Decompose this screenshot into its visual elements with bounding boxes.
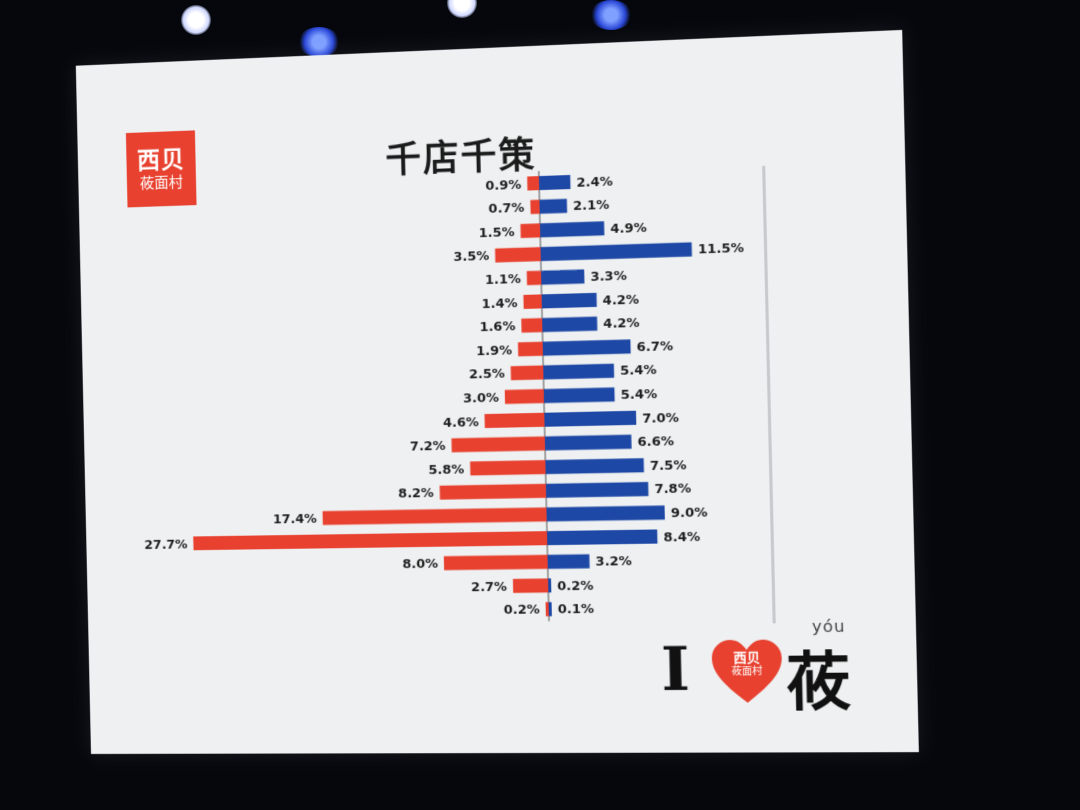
right-bar-label: 5.4% xyxy=(620,363,657,379)
left-bar-label: 2.5% xyxy=(469,367,505,383)
right-bar-label: 5.4% xyxy=(620,387,657,403)
right-bar-label: 7.8% xyxy=(654,482,691,498)
right-bar xyxy=(545,458,644,475)
right-bar-label: 4.9% xyxy=(610,220,647,237)
right-bar-label: 8.4% xyxy=(663,529,700,545)
right-bar-label: 9.0% xyxy=(671,505,708,521)
stage-light-white-center xyxy=(447,0,477,18)
right-bar xyxy=(539,221,605,238)
left-bar-label: 3.0% xyxy=(463,391,499,407)
left-bar xyxy=(484,412,545,429)
stage-light-blue-right xyxy=(590,0,632,30)
diverging-bar-chart: 0.9% 2.4% 0.7% 2.1% 1.5% 4.9% 3.5% 11.5% 1.1% 3.3… xyxy=(144,30,745,754)
right-bar-label: 4.2% xyxy=(603,316,640,332)
left-bar xyxy=(526,270,542,286)
left-bar-label: 1.6% xyxy=(479,319,515,335)
right-bar-label: 6.7% xyxy=(636,339,673,355)
left-bar-label: 0.7% xyxy=(488,201,524,217)
left-bar-label: 17.4% xyxy=(273,512,317,528)
left-bar xyxy=(510,365,544,381)
right-bar xyxy=(546,505,665,522)
left-bar-label: 5.8% xyxy=(428,462,464,478)
left-bar-label: 1.9% xyxy=(476,343,512,359)
left-bar xyxy=(527,176,540,191)
right-bar xyxy=(547,554,590,569)
left-bar xyxy=(545,602,549,617)
left-bar xyxy=(193,531,548,551)
left-bar xyxy=(504,389,545,404)
projection-screen: 西贝 莜面村 千店千策 0.9% 2.4% 0.7% 2.1% 1.5% 4.9% 3.5%… xyxy=(75,29,919,754)
right-bar xyxy=(542,339,631,356)
right-bar-label: 7.5% xyxy=(650,458,687,474)
right-bar xyxy=(545,481,649,498)
right-bar-label: 3.3% xyxy=(590,269,627,285)
left-bar xyxy=(443,554,548,571)
heart-icon xyxy=(711,639,783,703)
heart-text-sub: 莜面村 xyxy=(731,666,763,678)
right-bar xyxy=(544,410,637,427)
right-bar-label: 0.1% xyxy=(558,602,595,618)
heart-text-main: 西贝 xyxy=(733,650,761,667)
left-bar xyxy=(517,341,543,357)
right-bar-label: 4.2% xyxy=(603,292,640,308)
left-bar-label: 0.9% xyxy=(485,177,521,193)
right-bar xyxy=(544,434,632,451)
right-bar xyxy=(548,578,552,593)
left-bar xyxy=(530,199,540,215)
left-bar-label: 1.5% xyxy=(479,225,515,241)
right-bar xyxy=(541,269,585,285)
slogan-pinyin: yóu xyxy=(811,616,846,637)
left-bar xyxy=(523,294,542,309)
left-bar-label: 0.2% xyxy=(504,603,541,619)
left-bar-label: 1.1% xyxy=(485,272,521,288)
right-bar xyxy=(542,316,598,333)
slogan-character: 莜 xyxy=(785,645,852,720)
right-bar-label: 3.2% xyxy=(595,554,632,570)
right-bar xyxy=(543,363,615,380)
right-bar xyxy=(548,602,552,617)
heart-logo-text: 西贝 莜面村 xyxy=(718,650,776,679)
right-bar xyxy=(538,174,571,191)
left-bar xyxy=(451,436,546,453)
right-bar-label: 2.4% xyxy=(576,174,613,191)
left-bar xyxy=(512,578,549,593)
left-bar-label: 4.6% xyxy=(443,415,479,431)
left-bar-label: 2.7% xyxy=(471,579,507,595)
left-bar-label: 8.0% xyxy=(402,557,438,573)
left-bar-label: 1.4% xyxy=(481,295,517,311)
left-bar-label: 3.5% xyxy=(453,249,489,265)
right-bar-label: 6.6% xyxy=(637,434,674,450)
right-bar xyxy=(541,292,597,309)
stage-light-white-left xyxy=(181,5,211,35)
right-bar-label: 11.5% xyxy=(698,241,745,258)
left-bar xyxy=(520,223,541,239)
slogan-letter-i: I xyxy=(660,634,691,706)
left-bar-label: 8.2% xyxy=(398,486,434,502)
right-bar xyxy=(539,198,568,214)
brand-slogan: I 西贝 莜面村 莜 yóu xyxy=(660,614,868,719)
right-bar-label: 7.0% xyxy=(642,410,679,426)
right-bar xyxy=(546,529,658,546)
stage-light-blue-left xyxy=(298,27,340,57)
right-bar xyxy=(540,242,692,262)
right-bar xyxy=(543,387,615,404)
right-bar-label: 0.2% xyxy=(557,578,594,594)
left-bar xyxy=(439,483,547,500)
left-bar-label: 27.7% xyxy=(144,537,188,553)
left-bar xyxy=(322,507,547,526)
left-bar xyxy=(495,247,541,263)
left-bar xyxy=(521,318,543,333)
left-bar-label: 7.2% xyxy=(410,439,446,455)
left-bar xyxy=(470,460,546,476)
right-bar-label: 2.1% xyxy=(573,198,610,215)
